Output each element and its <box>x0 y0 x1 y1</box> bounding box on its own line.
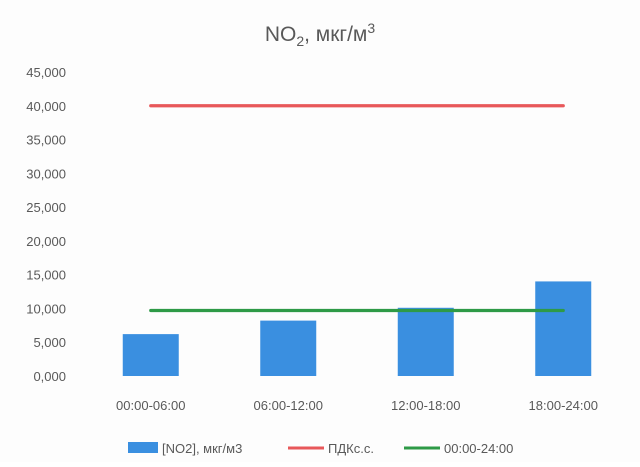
x-tick-label: 06:00-12:00 <box>254 398 323 413</box>
line-series <box>149 104 565 313</box>
legend-swatch <box>128 442 158 453</box>
bar <box>260 320 317 376</box>
bar <box>535 281 592 376</box>
bar <box>122 334 179 376</box>
y-tick-label: 25,000 <box>26 200 66 215</box>
bar-series <box>122 281 592 376</box>
y-tick-label: 45,000 <box>26 65 66 80</box>
chart-title-superscript: 3 <box>367 20 375 36</box>
legend-label: [NO2], мкг/м3 <box>162 441 242 456</box>
y-tick-label: 30,000 <box>26 166 66 181</box>
chart-title-subscript: 2 <box>296 33 304 49</box>
x-axis: 00:00-06:00 06:00-12:00 12:00-18:00 18:00-2… <box>116 398 598 413</box>
y-tick-label: 15,000 <box>26 268 66 283</box>
chart-title: NO2, мкг/м3 <box>265 20 376 49</box>
y-tick-label: 0,000 <box>33 369 66 384</box>
legend: [NO2], мкг/м3 ПДКс.с. 00:00-24:00 <box>128 441 513 456</box>
bar <box>397 307 454 376</box>
chart-title-unit: , мкг/м <box>304 23 367 46</box>
y-tick-label: 35,000 <box>26 133 66 148</box>
y-tick-label: 10,000 <box>26 301 66 316</box>
legend-label: ПДКс.с. <box>328 441 374 456</box>
x-tick-label: 12:00-18:00 <box>391 398 460 413</box>
x-tick-label: 00:00-06:00 <box>116 398 185 413</box>
y-tick-label: 5,000 <box>33 335 66 350</box>
y-tick-label: 20,000 <box>26 234 66 249</box>
y-tick-label: 40,000 <box>26 99 66 114</box>
chart-title-main: NO <box>265 23 297 46</box>
legend-label: 00:00-24:00 <box>444 441 513 456</box>
x-tick-label: 18:00-24:00 <box>529 398 598 413</box>
y-axis: 0,000 5,000 10,000 15,000 20,000 25,000 30,000… <box>26 65 66 384</box>
